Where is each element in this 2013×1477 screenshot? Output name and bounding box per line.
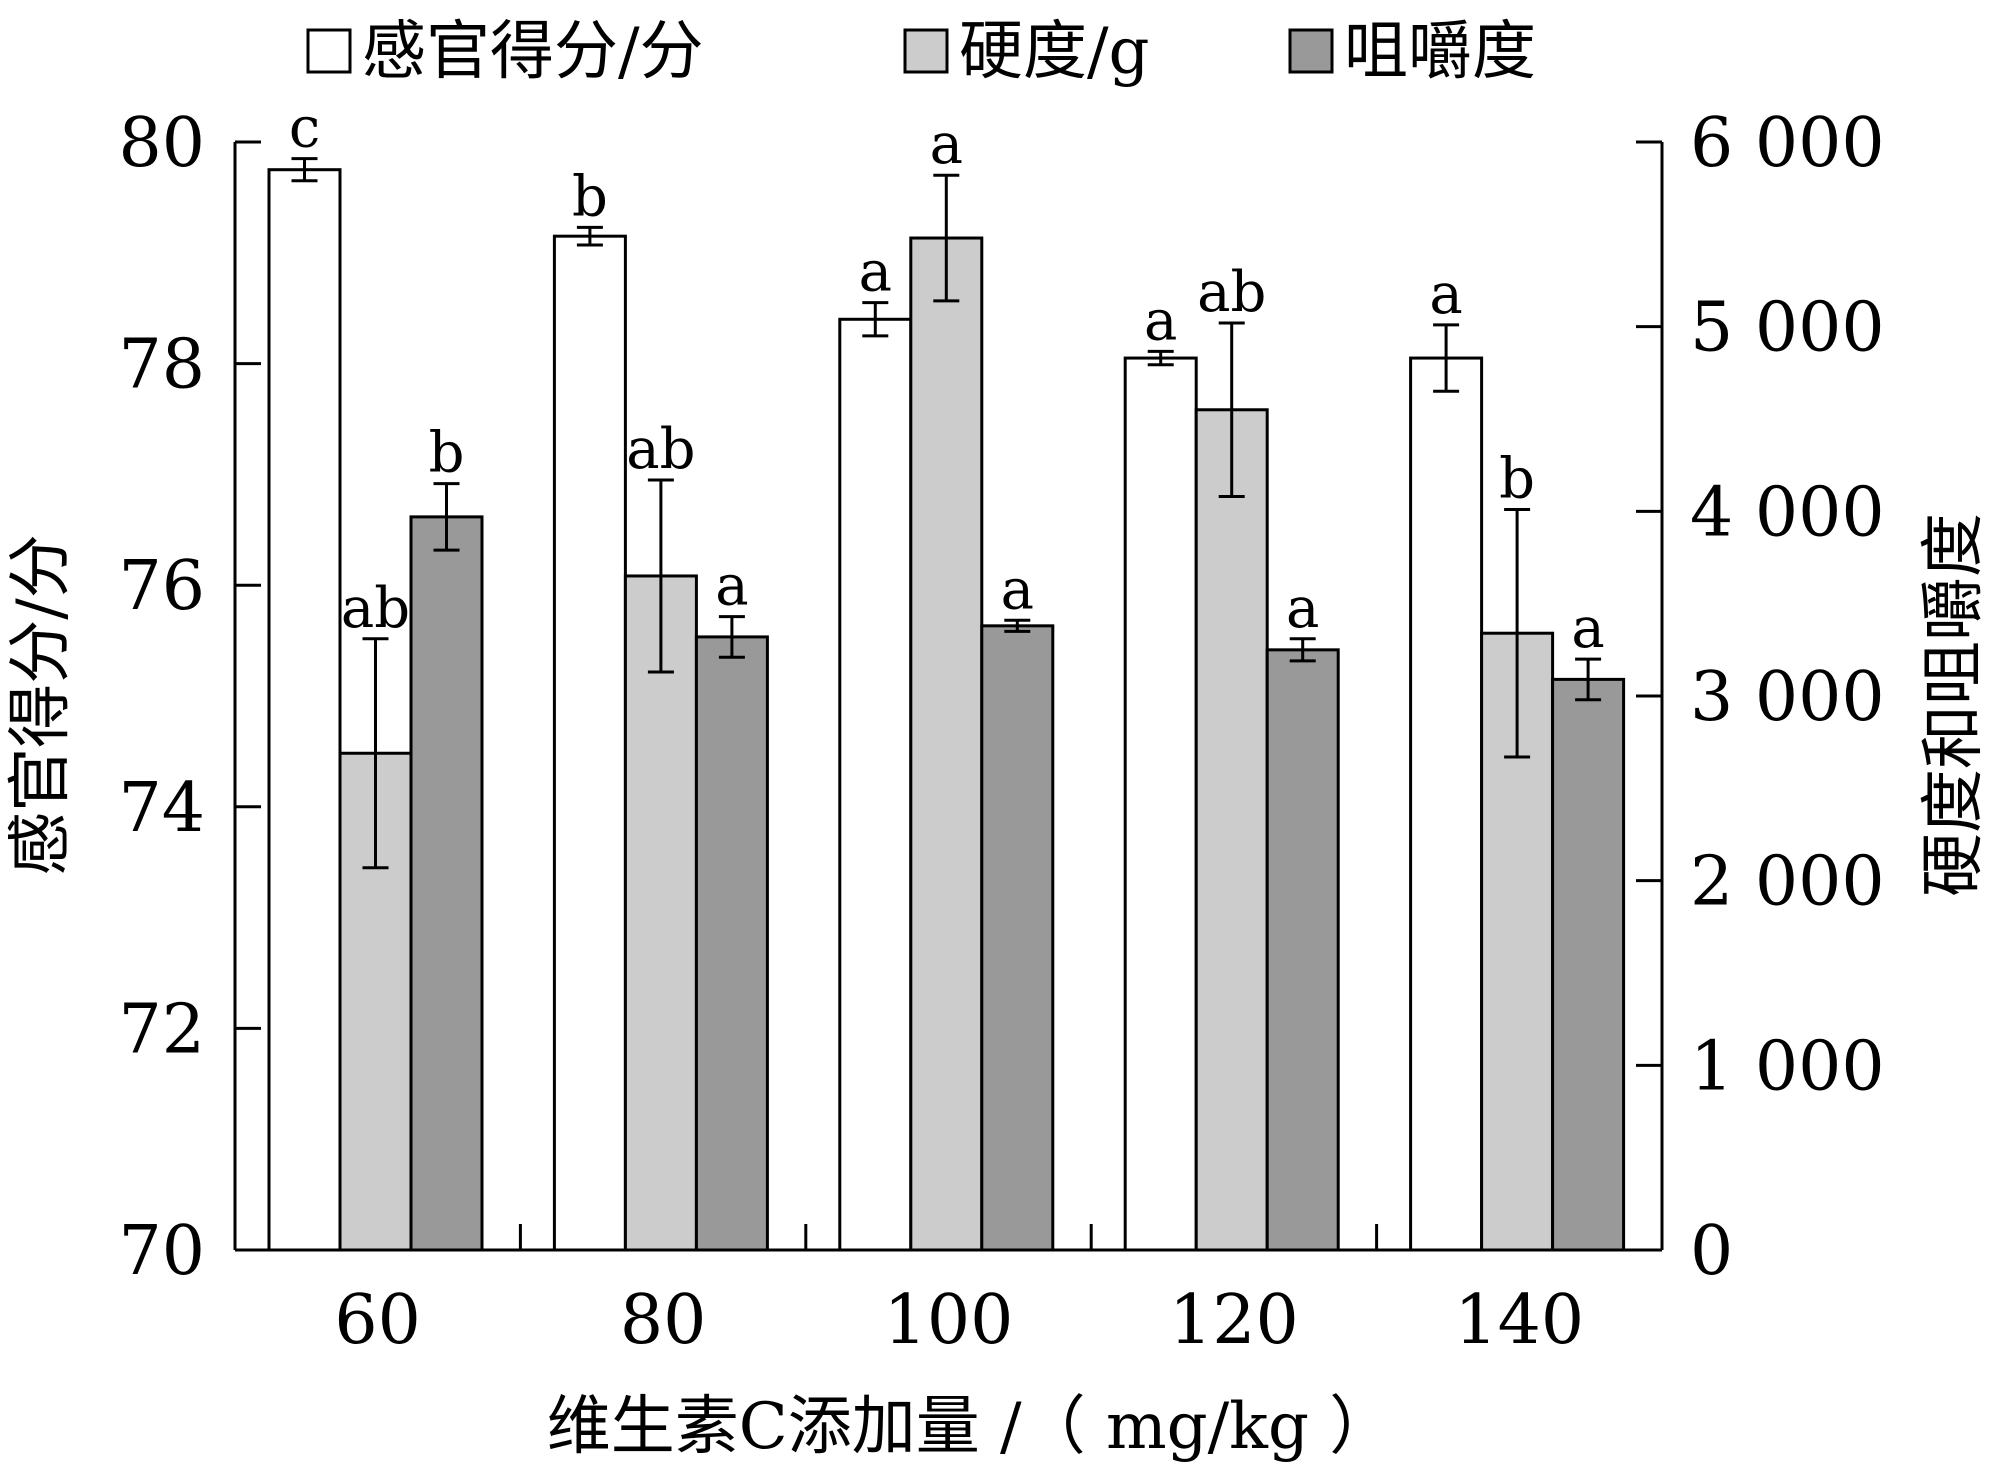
bar-1-140 [1409,356,1484,1252]
legend-label-2: 硬度/g [959,15,1150,89]
y-left-tick-label-80: 80 [118,104,205,183]
significance-letter-3-60: b [429,421,465,486]
x-tick-label-120: 120 [1169,1281,1299,1360]
y-left-tick-label-74: 74 [118,769,205,848]
y-right-tick-label-0: 0 [1690,1212,1733,1291]
bar-3-120 [1265,648,1340,1252]
legend-swatch-1 [306,28,352,74]
significance-letter-1-60: c [289,96,320,161]
legend-label-1: 感官得分/分 [362,15,704,89]
significance-letter-3-100: a [1001,557,1034,622]
bar-1-80 [552,234,627,1252]
y-left-tick-label-72: 72 [118,990,205,1069]
y-right-tick-label-1: 1 000 [1690,1027,1885,1106]
x-tick-label-100: 100 [884,1281,1014,1360]
bar-2-100 [909,236,984,1252]
x-tick-label-60: 60 [334,1281,421,1360]
y-right-tick-label-6: 6 000 [1690,104,1885,183]
bar-3-60 [409,515,484,1252]
y-left-tick-label-76: 76 [118,547,205,626]
significance-letter-2-60: ab [341,576,410,641]
legend-swatch-3 [1288,28,1334,74]
significance-letter-3-140: a [1571,596,1604,661]
significance-letter-1-140: a [1429,262,1462,327]
significance-letter-3-80: a [715,554,748,619]
legend: 感官得分/分 硬度/g 咀嚼度 [306,15,1536,89]
significance-letter-1-80: b [572,164,608,229]
significance-letter-3-120: a [1286,576,1319,641]
x-tick-label-140: 140 [1454,1281,1584,1360]
significance-letter-2-100: a [930,112,963,177]
legend-swatch-2 [903,28,949,74]
bar-2-120 [1194,408,1269,1252]
x-tick-label-80: 80 [620,1281,707,1360]
bar-1-100 [838,317,913,1252]
significance-letter-2-80: ab [626,417,695,482]
legend-label-3: 咀嚼度 [1344,15,1536,89]
y-right-tick-label-3: 3 000 [1690,658,1885,737]
significance-letter-1-120: a [1144,288,1177,353]
bar-3-140 [1551,677,1626,1252]
y-axis-left-label: 感官得分/分 [4,534,78,876]
y-axis-right-label: 硬度和咀嚼度 [1917,513,1991,897]
x-axis-label: 维生素C添加量 /（ mg/kg ） [547,1390,1394,1464]
y-right-tick-label-2: 2 000 [1690,843,1885,922]
significance-letter-1-100: a [859,240,892,305]
y-left-tick-label-78: 78 [118,326,205,405]
bar-1-120 [1123,356,1198,1252]
y-right-tick-label-4: 4 000 [1690,473,1885,552]
significance-letter-2-140: b [1499,446,1535,511]
bar-1-60 [267,168,342,1252]
y-right-tick-label-5: 5 000 [1690,289,1885,368]
axes: 60 80 100 120 140 70 72 74 76 78 80 0 1 000 2 000 3 00… [118,104,1884,1360]
significance-letter-2-120: ab [1197,260,1266,325]
y-left-tick-label-70: 70 [118,1212,205,1291]
bar-3-100 [980,624,1055,1252]
bar-3-80 [694,635,769,1252]
bar-2-80 [623,574,698,1252]
